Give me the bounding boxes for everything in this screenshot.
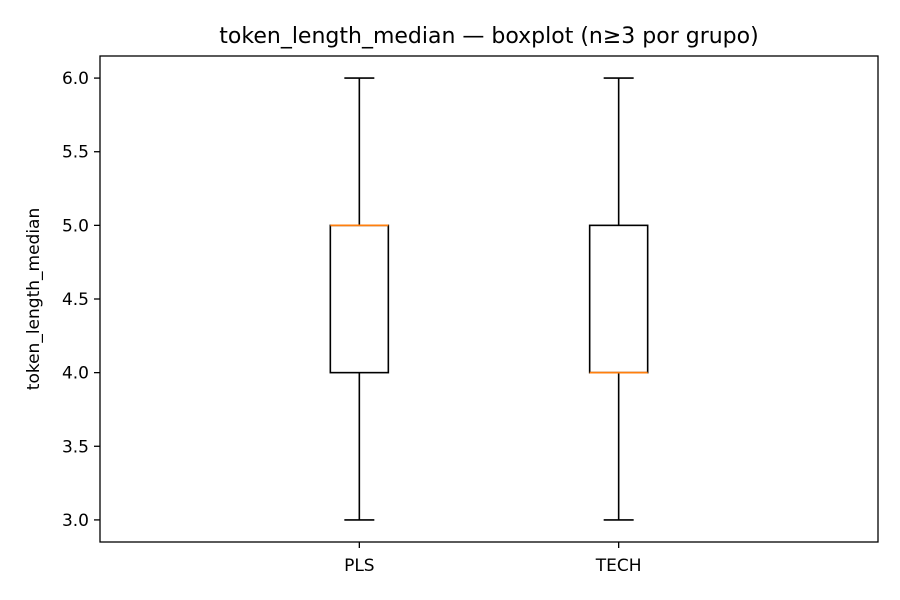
- iqr-box: [329, 224, 390, 374]
- x-tick-label: TECH: [595, 556, 642, 576]
- y-tick-label: 4.5: [62, 290, 89, 310]
- boxes: [329, 77, 649, 521]
- x-axis-ticks: PLS TECH: [344, 542, 642, 576]
- y-tick-label: 5.5: [62, 143, 89, 163]
- y-axis-label: token_length_median: [24, 208, 44, 390]
- box-pls: [329, 77, 390, 521]
- y-tick-label: 3.5: [62, 437, 89, 457]
- y-tick-label: 6.0: [62, 69, 89, 89]
- x-tick-label: PLS: [344, 556, 375, 576]
- y-tick-label: 4.0: [62, 364, 89, 384]
- box-tech: [588, 77, 649, 521]
- y-axis-ticks: 3.0 3.5 4.0 4.5 5.0 5.5 6.0: [62, 69, 100, 531]
- chart-title: token_length_median — boxplot (n≥3 por g…: [219, 24, 758, 49]
- plot-frame: [99, 55, 879, 543]
- y-tick-label: 5.0: [62, 216, 89, 236]
- iqr-box: [588, 224, 649, 374]
- y-tick-label: 3.0: [62, 511, 89, 531]
